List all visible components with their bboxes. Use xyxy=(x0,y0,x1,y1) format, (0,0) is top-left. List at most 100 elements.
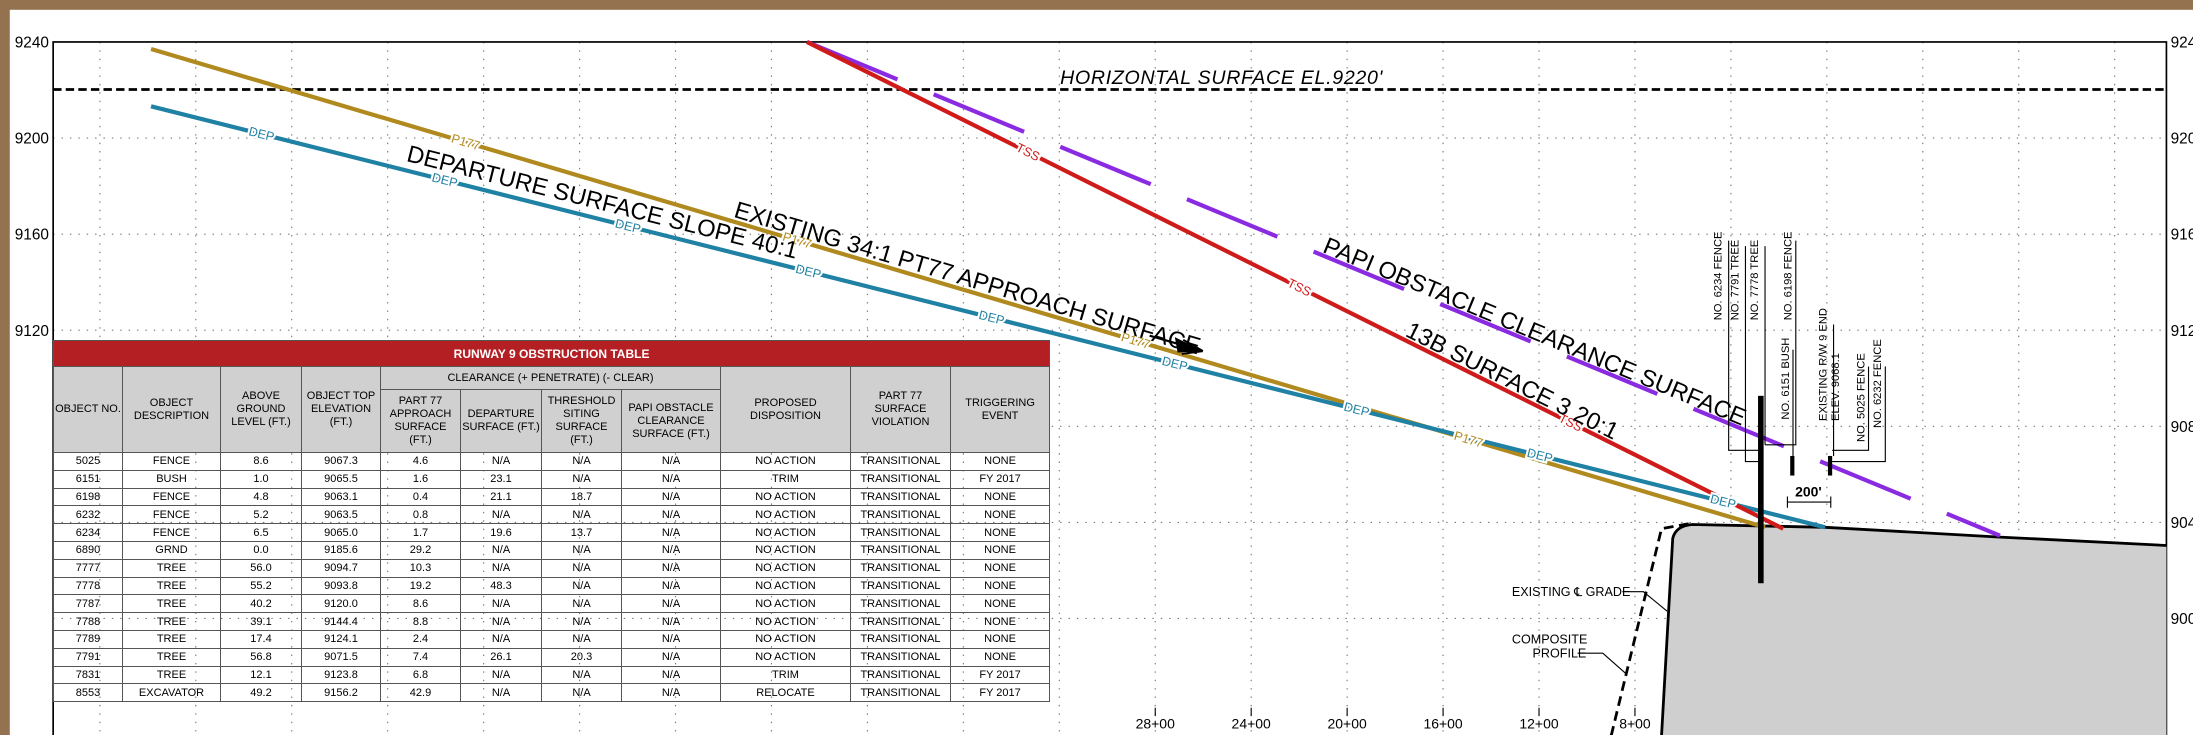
table-cell: NONE xyxy=(949,594,1051,614)
table-cell: N/A xyxy=(621,612,721,631)
leader-line xyxy=(1622,591,1668,612)
column-header: ABOVE GROUND LEVEL (FT.) xyxy=(220,366,302,453)
table-cell: NO ACTION xyxy=(720,505,851,525)
table-cell: 1.7 xyxy=(380,523,461,542)
table-cell: TRIM xyxy=(720,469,851,489)
line-label: TSS xyxy=(1014,141,1042,164)
table-row: 6234 FENCE 6.5 9065.0 1.7 19.6 13.7 N/A NO ACTIO… xyxy=(53,523,1051,542)
y-axis-label: 9160 xyxy=(15,227,49,244)
table-cell: NO ACTION xyxy=(720,629,851,649)
table-cell: 7.4 xyxy=(380,647,461,667)
line-label: DEP xyxy=(977,308,1006,328)
table-cell: 1.0 xyxy=(220,469,302,489)
table-cell: TRANSITIONAL xyxy=(850,523,951,542)
table-body: RUNWAY 9 OBSTRUCTION TABLE OBJECT NO. OBJE… xyxy=(52,340,1051,703)
table-cell: NO ACTION xyxy=(720,576,851,596)
table-cell: 7789 xyxy=(53,629,123,649)
object-bar xyxy=(1827,455,1833,476)
table-cell: 20.3 xyxy=(541,647,622,667)
table-cell: FENCE xyxy=(122,452,221,471)
y-axis-label: 912 xyxy=(2171,323,2193,340)
table-cell: TREE xyxy=(122,665,221,685)
dimension-label: 200' xyxy=(1795,484,1822,500)
table-cell: 18.7 xyxy=(541,487,622,507)
table-cell: TRANSITIONAL xyxy=(850,558,951,578)
table-cell: 29.2 xyxy=(380,540,461,560)
x-axis-label: 20+00 xyxy=(1328,716,1367,732)
table-cell: 9065.0 xyxy=(301,523,381,542)
table-cell: 8.8 xyxy=(380,612,461,631)
table-cell: EXCAVATOR xyxy=(122,683,221,703)
object-label: NO. 6232 FENCE xyxy=(1872,339,1884,428)
table-cell: NO ACTION xyxy=(720,558,851,578)
table-cell: FENCE xyxy=(122,523,221,542)
table-row: 6890 GRND 0.0 9185.6 29.2 N/A N/A N/A NO ACTION T… xyxy=(53,540,1051,560)
table-cell: N/A xyxy=(460,612,542,631)
table-cell: N/A xyxy=(541,505,622,525)
tss-surface xyxy=(806,40,1785,531)
table-cell: N/A xyxy=(460,558,542,578)
table-cell: TRANSITIONAL xyxy=(850,683,951,703)
y-axis-label: 908 xyxy=(2171,419,2193,436)
x-axis-label: 28+00 xyxy=(1136,716,1175,732)
object-label: NO. 6151 BUSH xyxy=(1780,338,1792,420)
table-row: 6198 FENCE 4.8 9063.1 0.4 21.1 18.7 N/A NO ACTIO… xyxy=(53,487,1051,507)
column-header: OBJECT TOP ELEVATION (FT.) xyxy=(301,366,381,453)
leader-line xyxy=(1832,366,1870,451)
table-cell: TRANSITIONAL xyxy=(850,629,951,649)
table-cell: TRANSITIONAL xyxy=(850,594,951,614)
table-cell: 9124.1 xyxy=(301,629,381,649)
table-cell: N/A xyxy=(621,469,721,489)
table-row: 7777 TREE 56.0 9094.7 10.3 N/A N/A N/A NO ACTION… xyxy=(53,558,1051,578)
table-cell: N/A xyxy=(621,452,721,471)
table-cell: 40.2 xyxy=(220,594,302,614)
table-cell: TREE xyxy=(122,594,221,614)
table-cell: N/A xyxy=(541,612,622,631)
line-label: P177 xyxy=(1452,429,1484,451)
table-row: 7778 TREE 55.2 9093.8 19.2 48.3 N/A N/A NO ACTIO… xyxy=(53,576,1051,596)
table-cell: 12.1 xyxy=(220,665,302,685)
table-cell: N/A xyxy=(621,683,721,703)
table-cell: NONE xyxy=(949,505,1051,525)
table-cell: 1.6 xyxy=(380,469,461,489)
table-cell: 9063.5 xyxy=(301,505,381,525)
table-cell: 0.0 xyxy=(220,540,302,560)
dimension-line xyxy=(1786,496,1832,508)
table-cell: 6198 xyxy=(53,487,123,507)
object-bar xyxy=(1758,395,1764,584)
arrow-head xyxy=(1174,337,1203,353)
object-bar xyxy=(1790,455,1795,476)
line-label: TSS xyxy=(1285,276,1313,299)
table-cell: N/A xyxy=(621,629,721,649)
table-cell: 2.4 xyxy=(380,629,461,649)
table-cell: TRANSITIONAL xyxy=(850,540,951,560)
table-cell: 9067.3 xyxy=(301,452,381,471)
table-row: 8553 EXCAVATOR 49.2 9156.2 42.9 N/A N/A N/A RELO… xyxy=(53,683,1051,703)
table-cell: N/A xyxy=(621,505,721,525)
table-cell: N/A xyxy=(541,452,622,471)
table-cell: 6232 xyxy=(53,505,123,525)
table-cell: N/A xyxy=(621,523,721,542)
table-cell: TRANSITIONAL xyxy=(850,647,951,667)
table-cell: 23.1 xyxy=(460,469,542,489)
leader-line xyxy=(1765,240,1797,446)
column-header: PAPI OBSTACLE CLEARANCE SURFACE (FT.) xyxy=(621,389,721,453)
table-cell: TRANSITIONAL xyxy=(850,505,951,525)
table-row: 6232 FENCE 5.2 9063.5 0.8 N/A N/A N/A NO ACTION T… xyxy=(53,505,1051,525)
table-row: 7789 TREE 17.4 9124.1 2.4 N/A N/A N/A NO ACTION T… xyxy=(53,629,1051,649)
sheet-border xyxy=(0,0,2193,10)
table-cell: BUSH xyxy=(122,469,221,489)
table-cell: NO ACTION xyxy=(720,452,851,471)
column-header: PART 77 SURFACE VIOLATION xyxy=(850,366,951,453)
table-cell: 6890 xyxy=(53,540,123,560)
column-header: PART 77 APPROACH SURFACE (FT.) xyxy=(380,389,461,453)
table-row: 7791 TREE 56.8 9071.5 7.4 26.1 20.3 N/A NO ACTIO… xyxy=(53,647,1051,667)
table-cell: FY 2017 xyxy=(949,665,1051,685)
table-cell: 9185.6 xyxy=(301,540,381,560)
table-row: 5025 FENCE 8.6 9067.3 4.6 N/A N/A N/A NO ACTION T… xyxy=(53,452,1051,471)
table-cell: N/A xyxy=(541,469,622,489)
table-cell: 6.5 xyxy=(220,523,302,542)
table-title: RUNWAY 9 OBSTRUCTION TABLE xyxy=(52,340,1051,367)
table-cell: TREE xyxy=(122,629,221,649)
table-row: 7787 TREE 40.2 9120.0 8.6 N/A N/A N/A NO ACTION T… xyxy=(53,594,1051,614)
